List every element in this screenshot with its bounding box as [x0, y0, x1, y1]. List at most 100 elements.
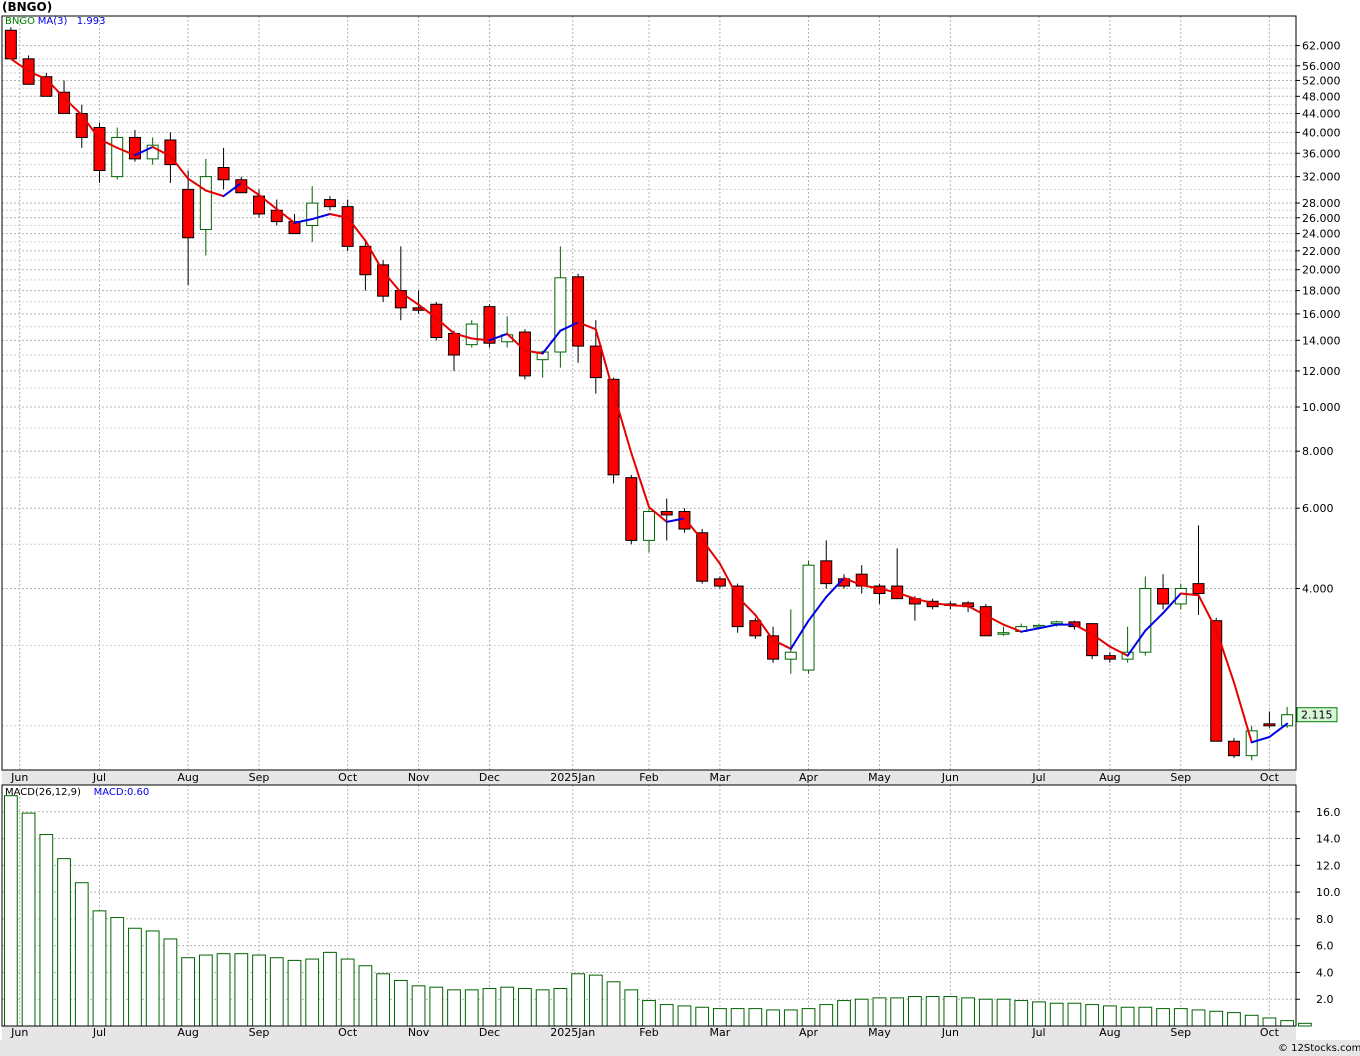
copyright-text: © 12Stocks.com: [1278, 1043, 1360, 1054]
macd-bar: [411, 985, 426, 1027]
ma-segment: [1250, 736, 1271, 744]
macd-bar: [766, 1009, 780, 1027]
macd-bar: [1191, 1009, 1206, 1027]
macd-x-tick-label: Jul: [1031, 1026, 1045, 1039]
macd-bar: [269, 957, 284, 1027]
candle-body: [146, 144, 159, 160]
ma-segment: [204, 189, 225, 198]
macd-bar: [482, 988, 497, 1027]
macd-bar: [1262, 1017, 1277, 1027]
ma-segment: [275, 208, 296, 224]
macd-bar: [358, 965, 373, 1027]
candle-body: [1086, 623, 1099, 657]
price-x-tick-label: Dec: [479, 771, 500, 784]
macd-bar: [1014, 1000, 1029, 1027]
price-tick-label: 44.000: [1302, 108, 1341, 121]
macd-tick-label: 4.0: [1316, 966, 1334, 979]
ma-segment: [789, 619, 810, 650]
ma-segment: [949, 604, 970, 608]
macd-bar: [181, 957, 196, 1027]
price-tick-label: 40.000: [1302, 126, 1341, 139]
candle-body: [1210, 620, 1223, 742]
ma-segment: [523, 349, 544, 355]
macd-bar: [234, 953, 249, 1027]
candle-body: [784, 651, 797, 660]
macd-bar: [1067, 1002, 1082, 1027]
price-tick-label: 36.000: [1302, 147, 1341, 160]
price-x-tick-label: Jul: [92, 771, 106, 784]
candle-body: [359, 245, 372, 276]
ma-segment: [1144, 612, 1165, 632]
price-x-tick-label: Jun: [10, 771, 28, 784]
ma-segment: [665, 517, 686, 523]
ma-segment: [506, 332, 526, 352]
ma-segment: [1179, 592, 1200, 597]
price-tick-label: 10.000: [1302, 401, 1341, 414]
macd-x-tick-label: 2025Jan: [550, 1026, 595, 1039]
ma-segment: [772, 639, 792, 650]
macd-bar: [1297, 1022, 1312, 1027]
macd-bar: [624, 989, 639, 1027]
macd-bar: [606, 981, 621, 1027]
macd-bar: [252, 954, 266, 1027]
price-tick-label: 62.000: [1302, 40, 1341, 53]
price-tick-label: 26.000: [1302, 212, 1341, 225]
macd-bar: [535, 989, 550, 1027]
candle-body: [1192, 583, 1205, 595]
macd-bar: [730, 1008, 745, 1027]
price-x-axis-band: [2, 770, 1296, 785]
ma-segment: [1232, 681, 1253, 744]
candle-body: [979, 606, 992, 637]
price-tick-label: 28.000: [1302, 197, 1341, 210]
macd-tick-label: 12.0: [1316, 859, 1341, 872]
macd-bar: [854, 998, 869, 1027]
candle-body: [678, 511, 691, 530]
macd-bar: [1138, 1006, 1153, 1027]
candle-body: [182, 188, 195, 239]
price-x-tick-label: Sep: [249, 771, 270, 784]
price-tick-label: 12.000: [1302, 365, 1341, 378]
macd-bar: [1209, 1010, 1224, 1027]
macd-bar: [1085, 1004, 1100, 1027]
candle-body: [767, 635, 780, 660]
price-x-tick-label: Apr: [799, 771, 819, 784]
ma-segment: [630, 451, 650, 509]
last-price-label: 2.115: [1301, 709, 1333, 722]
price-tick-label: 32.000: [1302, 171, 1341, 184]
ma-segment: [293, 218, 314, 224]
price-x-tick-label: Oct: [1260, 771, 1280, 784]
ma-segment: [896, 591, 916, 600]
ma-segment: [470, 337, 491, 342]
ma-segment: [984, 614, 1005, 626]
macd-bar: [961, 997, 975, 1027]
macd-x-tick-label: Mar: [710, 1026, 731, 1039]
macd-x-axis-band: [2, 1026, 1296, 1040]
macd-bar: [1102, 1005, 1117, 1027]
candle-body: [199, 176, 212, 231]
candle-body: [40, 76, 53, 97]
ma-segment: [612, 391, 633, 454]
macd-x-tick-label: Nov: [408, 1026, 430, 1039]
ma-segment: [151, 145, 172, 158]
ma-segment: [1091, 633, 1111, 648]
price-legend-item: MA(3): [38, 16, 68, 27]
macd-bar: [323, 951, 337, 1027]
candle-body: [430, 303, 443, 339]
macd-bar: [553, 988, 568, 1027]
price-legend-item: 1.993: [77, 16, 106, 27]
macd-bar: [1120, 1006, 1135, 1027]
macd-bar: [500, 986, 515, 1027]
ma-segment: [311, 212, 331, 221]
price-x-tick-label: Aug: [177, 771, 198, 784]
macd-x-tick-label: Sep: [1170, 1026, 1191, 1039]
last-price-tag: [1296, 707, 1338, 723]
ma-segment: [1268, 722, 1289, 739]
macd-bar: [198, 954, 213, 1027]
ma-segment: [45, 78, 66, 99]
price-x-tick-label: Jul: [1031, 771, 1045, 784]
price-tick-label: 52.000: [1302, 74, 1341, 87]
candle-body: [75, 113, 88, 138]
price-tick-label: 4.000: [1302, 583, 1334, 596]
